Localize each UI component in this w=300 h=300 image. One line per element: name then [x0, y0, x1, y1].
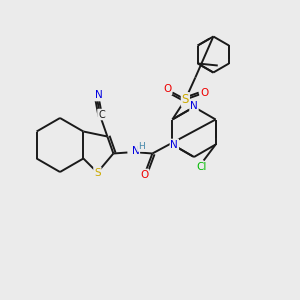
Text: N: N: [190, 101, 198, 111]
Text: O: O: [140, 169, 148, 179]
Text: N: N: [131, 146, 139, 157]
Text: N: N: [94, 91, 102, 100]
Text: Cl: Cl: [196, 163, 207, 172]
Text: N: N: [170, 140, 178, 149]
Text: O: O: [200, 88, 208, 98]
Text: S: S: [94, 167, 101, 178]
Text: H: H: [138, 142, 145, 151]
Text: C: C: [98, 110, 105, 119]
Text: O: O: [163, 85, 172, 94]
Text: S: S: [182, 93, 189, 106]
